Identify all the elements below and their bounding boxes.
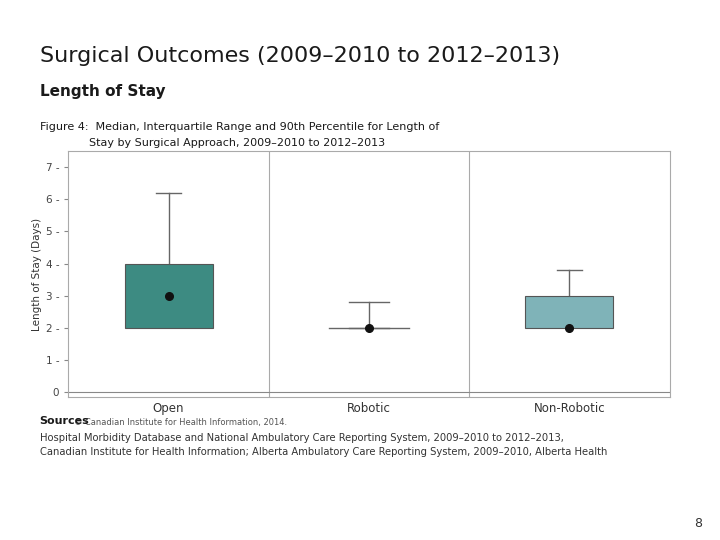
Text: 8: 8 bbox=[694, 517, 702, 530]
Bar bbox=[526, 296, 613, 328]
Text: ICIS: ICIS bbox=[649, 86, 665, 95]
Text: Stay by Surgical Approach, 2009–2010 to 2012–2013: Stay by Surgical Approach, 2009–2010 to … bbox=[40, 138, 384, 148]
Text: Hospital Morbidity Database and National Ambulatory Care Reporting System, 2009–: Hospital Morbidity Database and National… bbox=[40, 433, 564, 443]
Text: Surgical Outcomes (2009–2010 to 2012–2013): Surgical Outcomes (2009–2010 to 2012–201… bbox=[40, 46, 559, 66]
Text: © Canadian Institute for Health Information, 2014.: © Canadian Institute for Health Informat… bbox=[74, 418, 287, 427]
Text: Figure 4:  Median, Interquartile Range and 90th Percentile for Length of: Figure 4: Median, Interquartile Range an… bbox=[40, 122, 439, 132]
Bar bbox=[125, 264, 212, 328]
Text: Sources: Sources bbox=[40, 416, 89, 426]
Text: CIHI: CIHI bbox=[648, 77, 666, 86]
Text: Length of Stay: Length of Stay bbox=[40, 84, 165, 99]
Text: Canadian Institute for Health Information; Alberta Ambulatory Care Reporting Sys: Canadian Institute for Health Informatio… bbox=[40, 447, 607, 457]
Y-axis label: Length of Stay (Days): Length of Stay (Days) bbox=[32, 218, 42, 330]
